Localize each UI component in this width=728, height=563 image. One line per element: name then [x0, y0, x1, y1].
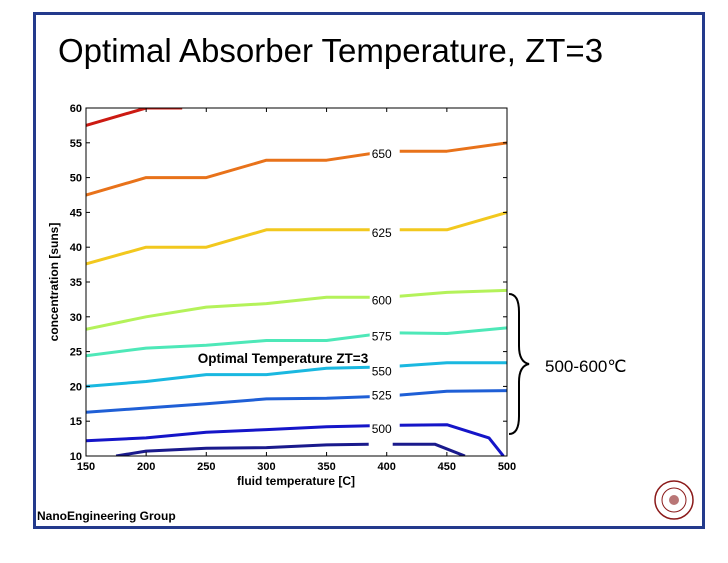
y-tick-label: 30 [70, 312, 82, 324]
contour-label-525: 525 [372, 389, 392, 403]
y-tick-label: 10 [70, 451, 82, 463]
contour-label-500: 500 [372, 422, 392, 436]
y-tick-label: 35 [70, 277, 82, 289]
contour-line-450 [115, 442, 369, 456]
range-brace [508, 293, 530, 435]
y-tick-label: 15 [70, 416, 82, 428]
contour-line-550 [86, 326, 507, 358]
contour-label-bg [369, 293, 400, 308]
y-tick-label: 60 [70, 103, 82, 115]
contour-label-bg [369, 422, 400, 437]
x-tick-label: 450 [438, 461, 456, 473]
contour-label-bg [369, 329, 400, 344]
temperature-range-label: 500-600℃ [545, 357, 627, 376]
contour-line-600 [86, 210, 507, 266]
contour-labels: 650 625 600 575 550 525 500 [369, 147, 400, 437]
x-tick-label: 200 [137, 461, 155, 473]
contour-line-450 [392, 442, 466, 456]
contour-label-bg [369, 364, 400, 379]
x-tick-label: 150 [77, 461, 95, 473]
x-tick-label: 350 [317, 461, 335, 473]
contour-line-650 [86, 108, 183, 127]
university-seal-logo [654, 480, 694, 520]
y-tick-label: 20 [70, 381, 82, 393]
slide-title: Optimal Absorber Temperature, ZT=3 [58, 32, 604, 69]
y-axis: 10 15 20 25 30 35 40 45 50 55 60 [70, 103, 507, 463]
contour-lines [86, 108, 507, 456]
x-tick-label: 300 [257, 461, 275, 473]
contour-line-475 [86, 423, 505, 456]
contour-label-650: 650 [372, 147, 392, 161]
contour-label-550: 550 [372, 364, 392, 378]
contour-label-575: 575 [372, 330, 392, 344]
y-tick-label: 45 [70, 207, 82, 219]
contour-label-bg [369, 225, 400, 240]
contour-line-575 [86, 288, 507, 331]
y-tick-label: 40 [70, 242, 82, 254]
x-axis: 150 200 250 300 350 400 450 500 [77, 108, 516, 473]
contour-label-625: 625 [372, 226, 392, 240]
contour-label-bg [369, 147, 400, 162]
x-tick-label: 500 [498, 461, 516, 473]
y-tick-label: 55 [70, 138, 82, 150]
contour-label-bg [369, 388, 400, 403]
contour-line-625 [86, 141, 507, 197]
slide-frame [33, 12, 705, 529]
contour-label-600: 600 [372, 293, 392, 307]
x-tick-label: 250 [197, 461, 215, 473]
x-tick-label: 400 [378, 461, 396, 473]
contour-line-500 [86, 389, 507, 414]
chart-title: Optimal Temperature ZT=3 [198, 351, 369, 366]
y-tick-label: 25 [70, 347, 82, 359]
y-tick-label: 50 [70, 173, 82, 185]
x-axis-label: fluid temperature [C] [237, 474, 355, 488]
group-name: NanoEngineering Group [37, 509, 176, 523]
y-axis-label: concentration [suns] [47, 223, 61, 342]
contour-line-525 [86, 361, 507, 388]
